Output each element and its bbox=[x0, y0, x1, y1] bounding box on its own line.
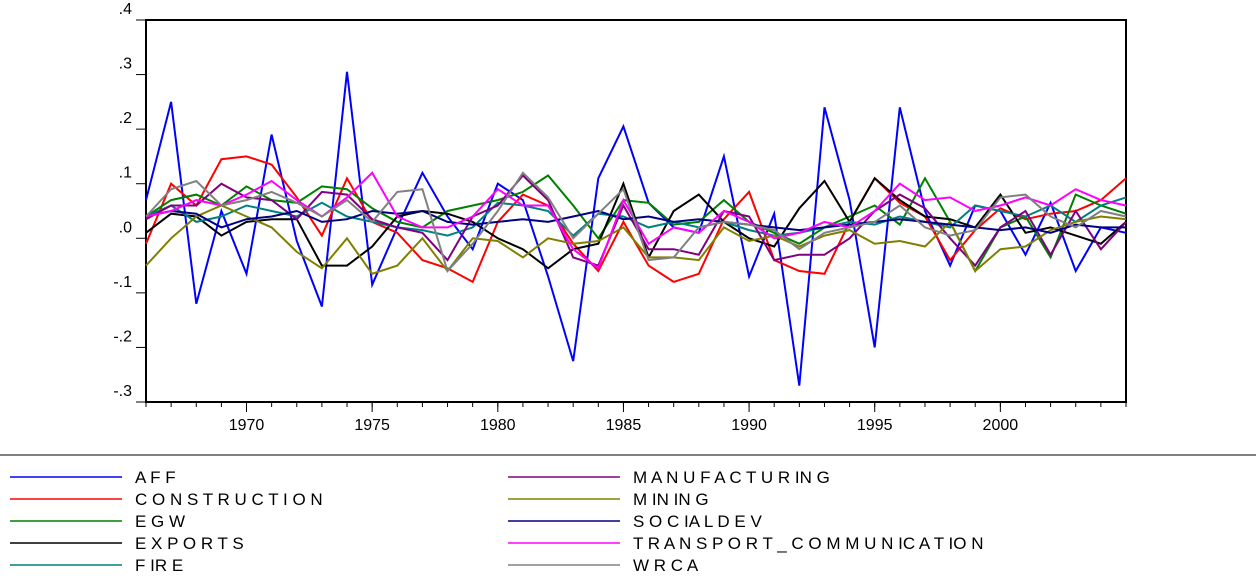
y-tick-label: -.2 bbox=[113, 328, 132, 345]
legend-label: M A N U F A C T U R IN G bbox=[633, 468, 830, 487]
x-tick-label: 1985 bbox=[606, 417, 642, 434]
x-tick-label: 1995 bbox=[857, 417, 893, 434]
legend-label: S O C IA L D E V bbox=[633, 512, 762, 531]
x-tick-label: 2000 bbox=[983, 417, 1019, 434]
legend-label: T R A N S P O R T _ C O M M U N IC A T I… bbox=[633, 534, 983, 553]
x-axis: 1970 1975 1980 1985 1990 1995 2000 bbox=[145, 402, 1127, 434]
legend-label: F IR E bbox=[135, 556, 183, 575]
x-tick-label: 1980 bbox=[480, 417, 516, 434]
legend-label: E G W bbox=[135, 512, 185, 531]
series-line bbox=[145, 71, 1127, 386]
series-line bbox=[145, 171, 1127, 270]
legend: A F F C O N S T R U C T I O N E G W E X P O… bbox=[10, 468, 983, 575]
y-tick-label: .1 bbox=[119, 165, 132, 182]
legend-label: C O N S T R U C T I O N bbox=[135, 490, 323, 509]
y-tick-label: -.3 bbox=[113, 383, 132, 400]
x-tick-label: 1975 bbox=[354, 417, 390, 434]
x-tick-label: 1990 bbox=[731, 417, 767, 434]
x-tick-label: 1970 bbox=[229, 417, 265, 434]
series-line bbox=[145, 209, 1126, 234]
y-tick-label: .0 bbox=[119, 219, 132, 236]
y-tick-label: .4 bbox=[119, 1, 132, 18]
y-tick-label: .3 bbox=[119, 56, 132, 73]
legend-label: E X P O R T S bbox=[135, 534, 244, 553]
plot-frame bbox=[145, 19, 1127, 403]
series-line bbox=[145, 204, 1127, 275]
legend-label: M IN IN G bbox=[633, 490, 709, 509]
y-axis: .4 .3 .2 .1 .0 -.1 -.2 -.3 bbox=[113, 1, 146, 403]
series-line bbox=[145, 171, 1127, 273]
y-tick-label: -.1 bbox=[113, 274, 132, 291]
y-tick-label: .2 bbox=[119, 110, 132, 127]
legend-label: A F F bbox=[135, 468, 176, 487]
series-lines bbox=[145, 71, 1127, 386]
legend-label: W R C A bbox=[633, 556, 699, 575]
